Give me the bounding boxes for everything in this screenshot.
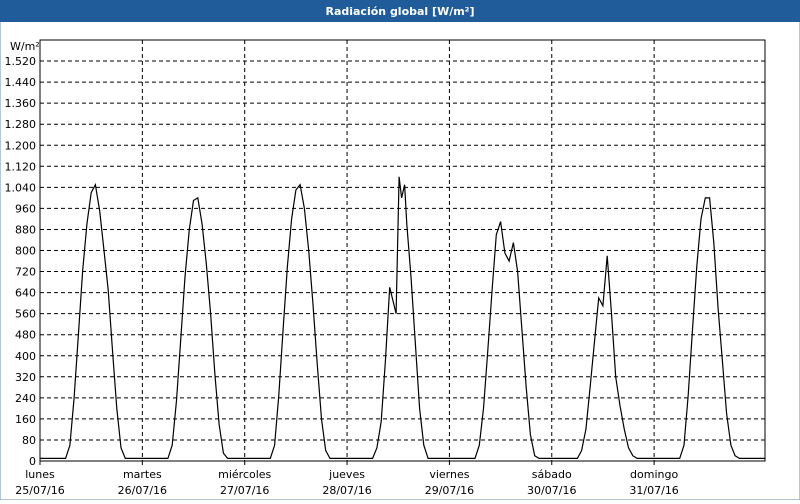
x-tick-label: viernes [429,468,469,481]
x-tick-date: 30/07/16 [527,484,576,497]
x-tick-date: 31/07/16 [629,484,678,497]
x-tick-label: jueves [328,468,365,481]
y-tick-label: 480 [15,329,36,342]
y-tick-label: 1.520 [5,55,37,68]
y-tick-label: 1.360 [5,97,37,110]
y-tick-label: 800 [15,245,36,258]
x-tick-label: sábado [532,468,572,481]
x-tick-label: martes [123,468,162,481]
y-tick-label: 0 [29,455,36,468]
y-tick-label: 400 [15,350,36,363]
x-tick-date: 26/07/16 [118,484,167,497]
chart-title: Radiación global [W/m²] [325,5,474,18]
y-tick-label: 1.040 [5,181,37,194]
y-tick-label: 560 [15,308,36,321]
x-tick-label: miércoles [218,468,271,481]
y-tick-label: 1.200 [5,139,37,152]
y-tick-label: 320 [15,371,36,384]
y-tick-label: 640 [15,287,36,300]
y-tick-label: 160 [15,413,36,426]
y-tick-label: 80 [22,434,36,447]
title-bar [0,0,800,22]
y-tick-label: 880 [15,223,36,236]
y-tick-label: 1.120 [5,160,37,173]
x-tick-label: domingo [630,468,678,481]
series-line [40,176,765,459]
y-unit: W/m² [10,40,40,53]
x-tick-date: 27/07/16 [220,484,269,497]
y-tick-label: 240 [15,392,36,405]
x-tick-date: 25/07/16 [15,484,64,497]
y-tick-label: 960 [15,202,36,215]
y-tick-label: 1.280 [5,118,37,131]
x-tick-label: lunes [25,468,55,481]
y-tick-label: 1.440 [5,76,37,89]
y-tick-label: 720 [15,266,36,279]
x-tick-date: 29/07/16 [425,484,474,497]
x-tick-date: 28/07/16 [322,484,371,497]
